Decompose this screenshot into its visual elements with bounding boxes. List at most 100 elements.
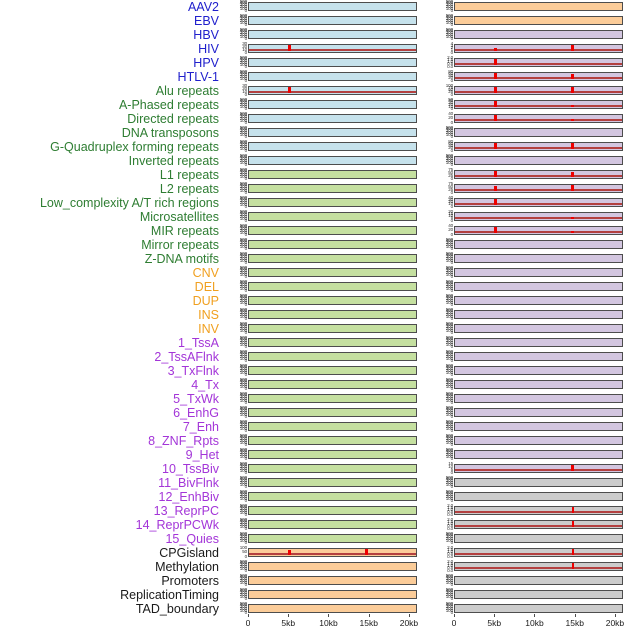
- y-tick-label: 0: [244, 231, 248, 237]
- track-row: 0 100 200 300 400 500: [221, 209, 417, 224]
- panel-plot-area: [455, 535, 622, 542]
- y-tick-label: 200: [239, 242, 247, 247]
- y-tick-label: 0.0: [447, 63, 453, 69]
- panel-plot-area: [249, 465, 416, 472]
- y-tick-label: 0: [450, 427, 454, 433]
- track-panel: [248, 338, 417, 347]
- y-tick-label: 400: [239, 574, 247, 580]
- coverage-baseline: [455, 105, 622, 107]
- track-panel: [248, 548, 417, 557]
- y-tick-label: 300: [445, 282, 453, 288]
- y-tick-label: 500: [445, 530, 453, 536]
- panel-plot-area: [455, 213, 622, 220]
- y-tick-label: 300: [239, 366, 247, 372]
- y-tick-label: 300: [239, 464, 247, 470]
- track-panel: [454, 2, 623, 11]
- y-tick-label: 500: [239, 516, 247, 522]
- track-label-column: AAV2 EBV HBV HIV HPV HTLV-1 Alu repeats A-Phase…: [0, 0, 219, 616]
- coverage-baseline: [455, 231, 622, 233]
- y-tick-label: 400: [445, 154, 453, 160]
- y-tick-label: 500: [239, 96, 247, 102]
- track-row: 0.0 0.5 1.0 1.5 2.0: [427, 503, 623, 518]
- y-tick-label: 300: [239, 394, 247, 400]
- y-tick-label: 100: [239, 131, 247, 137]
- y-tick-label: 100: [445, 397, 453, 403]
- track-row: 0 100 200 300 400 500: [427, 489, 623, 504]
- coverage-spike: [365, 549, 369, 555]
- y-tick-label: 100: [445, 411, 453, 417]
- y-axis: 0 100 200 300 400 500: [427, 251, 454, 266]
- y-tick-label: 100: [239, 509, 247, 515]
- track-panel: [454, 352, 623, 361]
- y-axis: 0 100 200 300 400 500: [427, 530, 454, 546]
- y-tick-label: 200: [239, 102, 247, 107]
- track-panel: [454, 506, 623, 515]
- panel-plot-area: [249, 3, 416, 10]
- y-axis: 0 100 200 300 400 500: [427, 601, 454, 616]
- y-tick-label: 300: [239, 142, 247, 148]
- track-row: 0 20 40: [427, 111, 623, 126]
- y-tick-label: 300: [239, 100, 247, 106]
- x-axis-right: 0 5kb 10kb 15kb 20kb: [427, 614, 624, 630]
- coverage-spike: [494, 199, 498, 205]
- y-tick-label: 400: [445, 476, 453, 482]
- track-row: 0 20 40 60 80: [427, 139, 623, 154]
- track-row: 0.0 0.5 1.0 1.5 2.0: [427, 517, 623, 532]
- y-tick-label: 300: [239, 114, 247, 120]
- y-axis: 0 20 40 60 80: [427, 69, 454, 84]
- track-row: 0 100 200 300 400 500: [221, 55, 417, 70]
- y-tick-label: 300: [445, 478, 453, 484]
- track-row: 0 100 200 300 400 500: [221, 153, 417, 168]
- y-tick-label: 500: [239, 502, 247, 508]
- track-row: 0 100 200 300 400 500: [427, 237, 623, 252]
- track-label-mir-repeats: MIR repeats: [150, 223, 219, 238]
- x-tick-mark: [534, 614, 536, 617]
- y-axis: 0.0 0.5 1.0 1.5 2.0: [427, 503, 454, 518]
- y-tick-label: 300: [445, 324, 453, 330]
- y-tick-label: 20: [448, 102, 453, 107]
- y-tick-label: 500: [239, 474, 247, 480]
- coverage-spike: [571, 73, 575, 79]
- y-axis: 0 100 200 300 400 500: [427, 419, 454, 434]
- y-tick-label: 400: [239, 0, 247, 6]
- y-tick-label: 500: [445, 278, 453, 284]
- y-tick-label: 200: [239, 256, 247, 261]
- coverage-spike: [494, 227, 498, 233]
- track-label-inverted-repeats: Inverted repeats: [128, 153, 219, 168]
- track-panel: [454, 534, 623, 543]
- track-panel: [454, 464, 623, 473]
- track-panel: [248, 492, 417, 501]
- track-label-5-txwk: 5_TxWk: [173, 391, 219, 406]
- track-panel: [248, 590, 417, 599]
- track-row: 0 100 200 300 400 500: [221, 335, 417, 350]
- track-row: 0 100 200 300 400 500: [221, 307, 417, 322]
- y-tick-label: 500: [445, 474, 453, 480]
- y-axis: 0 100 200 300 400 500: [427, 349, 454, 364]
- y-tick-label: 500: [239, 124, 247, 130]
- track-row: 0 100 200 300 400 500: [221, 237, 417, 252]
- y-tick-label: 500: [445, 306, 453, 312]
- y-axis: 0 100 200 300 400 500: [427, 13, 454, 28]
- track-panel: [454, 156, 623, 165]
- y-axis: 0 100 200 300 400 500: [221, 55, 248, 70]
- y-axis: 0 100 200 300 400 500: [221, 96, 248, 112]
- y-tick-label: 0: [244, 455, 248, 461]
- y-axis: 0 100 200 300 400 500: [427, 447, 454, 462]
- track-row: 0 100 200 300 400 500: [221, 111, 417, 126]
- x-tick-mark: [614, 614, 616, 617]
- y-tick-label: 20: [448, 208, 453, 214]
- y-axis: 0 100 200 300 400 500: [221, 13, 248, 28]
- y-tick-label: 200: [445, 354, 453, 359]
- y-tick-label: 400: [445, 574, 453, 580]
- y-tick-label: 15: [448, 210, 453, 216]
- x-tick-label: 5kb: [281, 618, 296, 628]
- y-tick-label: 0: [450, 315, 454, 321]
- y-tick-label: 100: [239, 495, 247, 501]
- y-tick-label: 0: [450, 441, 454, 447]
- y-tick-label: 100: [239, 19, 247, 25]
- y-tick-label: 300: [239, 450, 247, 456]
- y-tick-label: 100: [445, 453, 453, 459]
- y-axis: 0 100 200 300 400 500: [427, 489, 454, 504]
- track-panel: [454, 100, 623, 109]
- y-axis: 0.0 0.5 1.0 1.5 2.0: [427, 545, 454, 560]
